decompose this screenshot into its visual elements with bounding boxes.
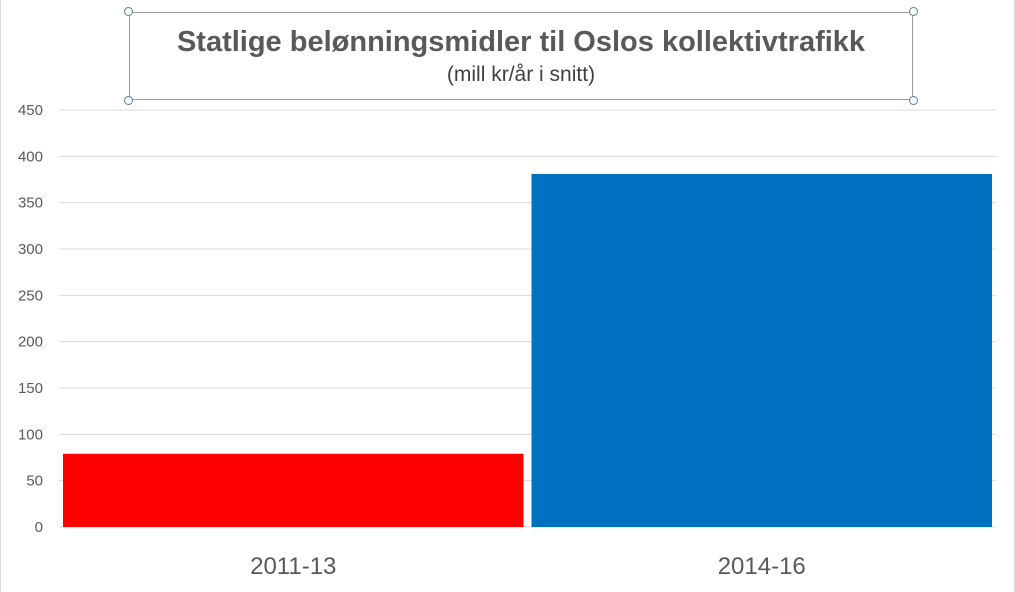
y-tick-label: 150 bbox=[18, 380, 43, 397]
resize-handle-bottom-left[interactable] bbox=[124, 96, 133, 105]
y-tick-label: 300 bbox=[18, 241, 43, 258]
resize-handle-top-left[interactable] bbox=[124, 7, 133, 16]
bar-2011-13[interactable] bbox=[63, 453, 524, 527]
y-tick-label: 100 bbox=[18, 426, 43, 443]
chart-subtitle: (mill kr/år i snitt) bbox=[446, 63, 596, 86]
x-category-label: 2014-16 bbox=[718, 553, 806, 580]
y-tick-label: 200 bbox=[18, 334, 43, 351]
y-tick-label: 50 bbox=[26, 473, 43, 490]
y-tick-label: 250 bbox=[18, 287, 43, 304]
chart-title-box[interactable]: Statlige belønningsmidler til Oslos koll… bbox=[124, 7, 918, 105]
x-category-label: 2011-13 bbox=[250, 553, 336, 580]
y-tick-label: 400 bbox=[18, 148, 43, 165]
y-tick-label: 350 bbox=[18, 195, 43, 212]
bar-2014-16[interactable] bbox=[531, 173, 993, 527]
y-tick-label: 0 bbox=[35, 519, 43, 536]
chart-title: Statlige belønningsmidler til Oslos koll… bbox=[176, 26, 866, 58]
resize-handle-bottom-right[interactable] bbox=[909, 96, 918, 105]
resize-handle-top-right[interactable] bbox=[909, 7, 918, 16]
y-tick-label: 450 bbox=[18, 102, 43, 119]
